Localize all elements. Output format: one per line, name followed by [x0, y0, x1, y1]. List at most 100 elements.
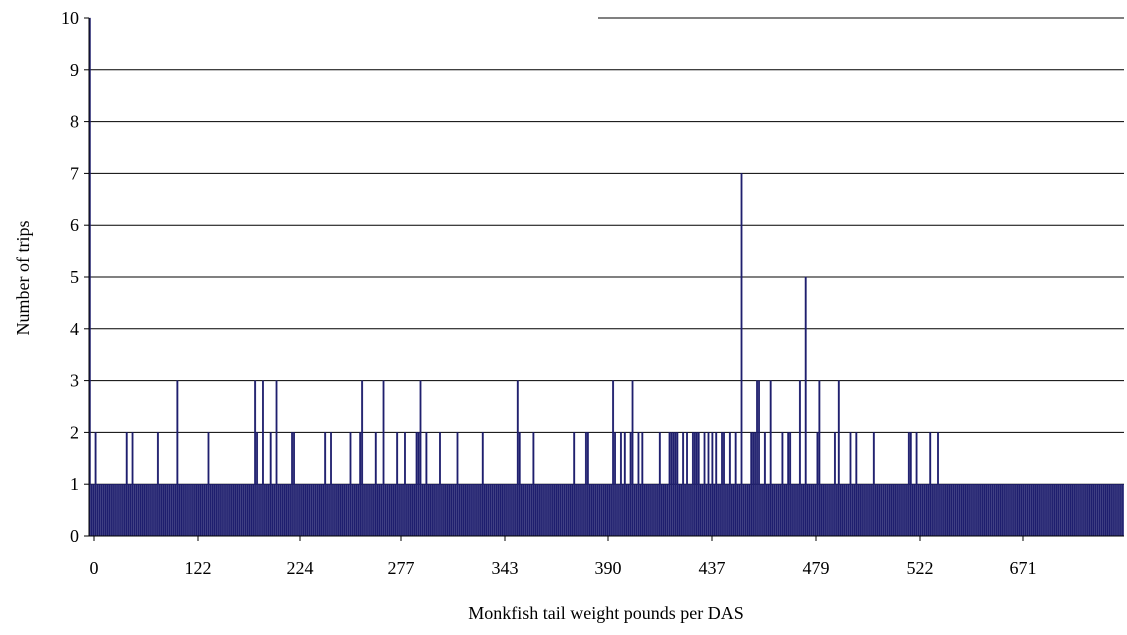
bar: [386, 484, 389, 537]
bar: [1059, 484, 1062, 537]
bar: [446, 484, 449, 537]
bar: [668, 432, 671, 537]
bar: [275, 380, 278, 537]
bar: [1016, 484, 1019, 537]
bar: [569, 484, 572, 537]
bar: [763, 432, 766, 537]
bar: [382, 380, 385, 537]
bar: [252, 484, 255, 537]
bar: [672, 432, 675, 537]
bar: [330, 432, 332, 537]
x-tick-label: 277: [388, 558, 415, 578]
bar: [565, 484, 568, 537]
bar: [830, 484, 832, 537]
bar: [818, 380, 821, 537]
bar: [318, 484, 321, 537]
bar: [744, 484, 747, 537]
bar: [514, 484, 517, 537]
bar: [139, 484, 142, 537]
bar: [147, 484, 150, 537]
bar: [1112, 484, 1115, 537]
bar: [713, 484, 716, 537]
bar: [201, 484, 204, 537]
bar: [271, 484, 274, 537]
bar: [180, 484, 183, 537]
bar: [448, 484, 451, 537]
bar: [90, 484, 93, 537]
bar: [756, 380, 759, 537]
bar: [861, 484, 864, 537]
bar: [867, 484, 869, 537]
bar: [754, 432, 757, 537]
y-tick-label: 6: [70, 215, 79, 235]
bar: [411, 484, 414, 537]
bar: [116, 484, 118, 537]
bar: [845, 484, 848, 537]
bar: [664, 484, 667, 537]
bar: [1088, 484, 1091, 537]
bar: [405, 484, 408, 537]
bar: [409, 484, 412, 537]
bar: [614, 432, 616, 537]
bar: [1032, 484, 1035, 537]
gridlines: [89, 17, 1124, 485]
bar: [417, 432, 420, 537]
bar: [997, 484, 1000, 537]
bar: [454, 484, 457, 537]
bar: [289, 484, 292, 537]
bar: [925, 484, 928, 537]
bar: [553, 484, 556, 537]
bar: [666, 484, 669, 537]
bar: [489, 484, 492, 537]
bar: [368, 484, 371, 537]
bar: [586, 432, 589, 537]
bar: [851, 484, 854, 537]
bar: [269, 432, 272, 537]
bar: [160, 484, 163, 537]
bar: [1077, 484, 1080, 537]
y-tick-label: 1: [70, 474, 79, 494]
bar: [168, 484, 171, 537]
bar: [509, 484, 511, 537]
bar: [795, 484, 797, 537]
bar: [598, 484, 601, 537]
bar: [384, 484, 387, 537]
bar: [127, 484, 130, 537]
bar: [656, 484, 659, 537]
bar: [347, 484, 350, 537]
bar: [995, 484, 998, 537]
bar: [944, 484, 947, 537]
bar: [419, 380, 422, 537]
bar: [394, 484, 397, 537]
bar: [475, 484, 478, 537]
bar: [1007, 484, 1009, 537]
bar: [602, 484, 605, 537]
bar: [725, 484, 727, 537]
bar: [863, 484, 866, 537]
bar: [518, 432, 521, 537]
x-tick-labels: 0 122 224 277 343 390 437 479 522 671: [90, 558, 1037, 578]
bar: [758, 380, 760, 537]
bar: [351, 484, 354, 537]
bar: [637, 432, 640, 537]
bar: [800, 484, 803, 537]
bar: [931, 484, 934, 537]
bar: [923, 484, 926, 537]
bar: [184, 484, 187, 537]
bar: [435, 484, 438, 537]
bar: [715, 432, 718, 537]
bar: [1055, 484, 1058, 537]
bar: [711, 432, 714, 537]
bar: [407, 484, 410, 537]
y-tick-label: 8: [70, 112, 79, 132]
bar: [855, 432, 858, 537]
bar: [703, 432, 706, 537]
bar: [929, 432, 932, 537]
bar: [896, 484, 899, 537]
bar: [125, 432, 128, 537]
bar: [839, 484, 842, 537]
bar: [495, 484, 498, 537]
bar: [302, 484, 305, 537]
bar: [349, 432, 352, 537]
x-axis-title: Monkfish tail weight pounds per DAS: [468, 603, 743, 623]
